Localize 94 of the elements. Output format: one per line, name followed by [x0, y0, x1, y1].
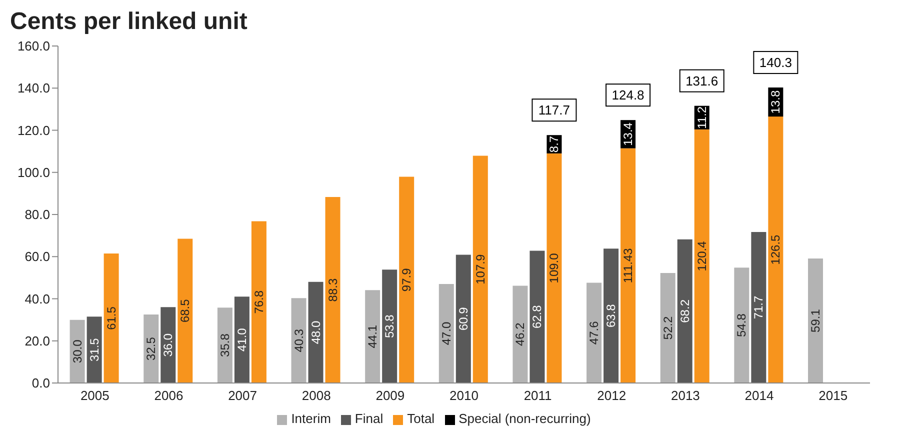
- bar: [677, 239, 692, 383]
- bar: [399, 176, 414, 383]
- bar: [325, 197, 340, 383]
- data-label: 120.4: [694, 240, 709, 272]
- data-label: 48.0: [308, 320, 323, 344]
- bar: [660, 273, 676, 383]
- data-label: 60.9: [456, 306, 470, 331]
- x-tick-label: 2011: [524, 388, 552, 404]
- x-tick-label: 2012: [597, 388, 626, 404]
- data-label: 8.7: [547, 136, 562, 153]
- data-label: 13.4: [621, 122, 636, 146]
- bar: [438, 284, 454, 383]
- bar: [104, 253, 119, 383]
- y-tick-label: 80.0: [24, 207, 50, 222]
- data-label: 59.1: [808, 308, 822, 332]
- bar: [586, 282, 602, 383]
- bar: [365, 290, 380, 383]
- data-label: 71.7: [752, 295, 766, 320]
- y-tick-label: 60.0: [24, 249, 50, 264]
- data-label: 111.43: [621, 248, 636, 284]
- y-tick-label: 40.0: [24, 291, 50, 306]
- data-label: 126.5: [768, 234, 783, 265]
- data-label: 30.0: [70, 339, 84, 364]
- x-tick-label: 2015: [818, 388, 848, 404]
- bar: [456, 254, 471, 383]
- bar: [620, 148, 636, 383]
- x-tick-label: 2009: [376, 388, 405, 404]
- data-label: 107.9: [473, 254, 488, 284]
- data-label: 36.0: [161, 333, 176, 357]
- x-tick-label: 2008: [302, 388, 331, 404]
- data-label: 68.5: [178, 298, 192, 323]
- data-label: 61.5: [104, 306, 118, 330]
- data-label: 76.8: [252, 290, 266, 314]
- y-tick-label: 120.0: [17, 122, 50, 138]
- data-label: 31.5: [87, 338, 102, 362]
- x-tick-label: 2005: [80, 388, 110, 404]
- bar: [472, 156, 488, 383]
- y-tick-label: 100.0: [17, 164, 50, 180]
- x-tick-label: 2013: [670, 388, 700, 404]
- data-label: 52.2: [660, 316, 675, 340]
- data-label: 63.8: [604, 304, 618, 328]
- y-tick-label: 160.0: [17, 38, 50, 54]
- annotation: 131.6: [686, 73, 718, 88]
- annotation: 117.7: [538, 102, 570, 118]
- data-label: 109.0: [547, 252, 562, 284]
- data-label: 97.9: [400, 268, 414, 292]
- annotation: 124.8: [612, 88, 644, 103]
- data-label: 44.1: [366, 324, 380, 348]
- data-label: 40.3: [292, 328, 306, 352]
- x-tick-label: 2014: [744, 388, 774, 404]
- bar: [694, 129, 710, 383]
- x-tick-label: 2007: [228, 388, 258, 404]
- bar: [751, 232, 766, 383]
- legend-label: Final: [354, 411, 384, 426]
- legend-label: Total: [407, 411, 435, 426]
- bar: [144, 314, 159, 383]
- data-label: 41.0: [234, 328, 249, 352]
- bar: [291, 298, 306, 383]
- bar: [768, 116, 784, 383]
- data-label: 62.8: [530, 304, 544, 329]
- x-tick-label: 2006: [154, 388, 184, 404]
- bar: [530, 250, 545, 383]
- bar: [234, 296, 250, 383]
- bar: [160, 307, 176, 383]
- bar: [178, 238, 193, 383]
- legend-label: Special (non-recurring): [458, 411, 591, 426]
- data-label: 46.2: [513, 322, 528, 346]
- data-label: 53.8: [382, 314, 397, 338]
- data-label: 68.2: [678, 299, 692, 323]
- data-label: 11.2: [694, 106, 709, 129]
- bar: [604, 248, 619, 383]
- data-label: 47.6: [587, 320, 602, 345]
- y-tick-label: 140.0: [17, 80, 50, 96]
- chart-title: Cents per linked unit: [10, 8, 248, 36]
- bar: [382, 270, 398, 383]
- data-label: 88.3: [326, 278, 340, 302]
- y-tick-label: 0.0: [32, 376, 50, 391]
- data-label: 54.8: [734, 313, 749, 337]
- bar: [808, 258, 823, 383]
- data-label: 32.5: [144, 336, 158, 360]
- y-tick-label: 20.0: [24, 333, 50, 348]
- bar: [308, 282, 324, 383]
- data-label: 35.8: [218, 333, 232, 357]
- bar: [251, 221, 266, 383]
- bar: [734, 268, 750, 383]
- bar: [546, 153, 562, 383]
- bar: [512, 286, 528, 383]
- bar: [217, 308, 232, 383]
- bar: [86, 316, 102, 383]
- x-tick-label: 2010: [450, 388, 478, 404]
- data-label: 13.8: [768, 90, 783, 114]
- data-label: 47.0: [439, 322, 454, 346]
- legend-label: Interim: [291, 411, 331, 426]
- annotation: 140.3: [759, 54, 792, 70]
